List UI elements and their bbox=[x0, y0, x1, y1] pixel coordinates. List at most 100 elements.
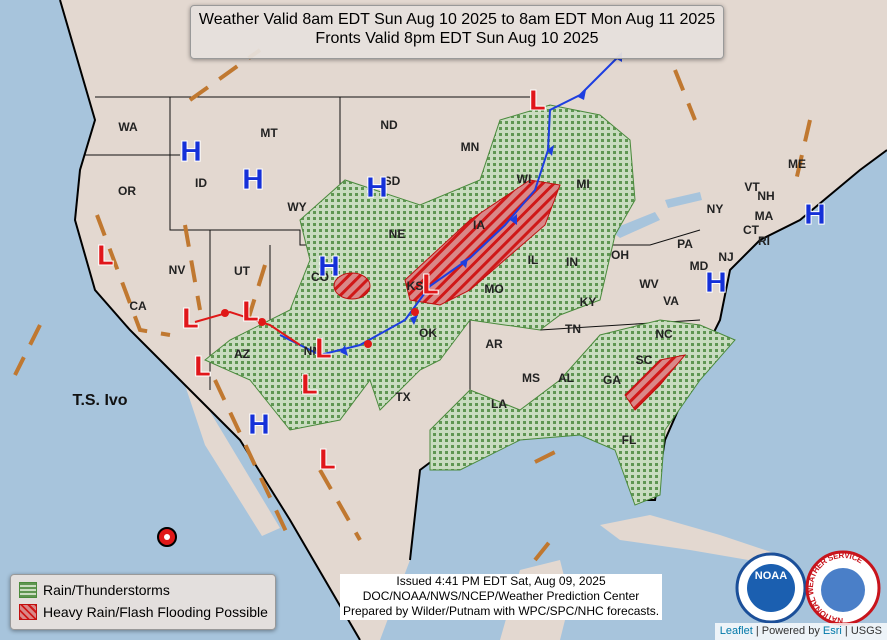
state-label: TX bbox=[395, 390, 410, 404]
low-pressure: L bbox=[528, 84, 546, 117]
low-pressure: L bbox=[421, 268, 439, 301]
low-pressure: L bbox=[241, 295, 259, 328]
state-label: KY bbox=[580, 295, 597, 309]
state-label: LA bbox=[491, 397, 507, 411]
heavy-rain-carolina bbox=[624, 354, 687, 411]
state-label: OR bbox=[118, 184, 136, 198]
state-label: PA bbox=[677, 237, 693, 251]
front-bumps bbox=[221, 308, 419, 348]
labels: WA OR CA NV ID MT WY UT AZ NM CO ND SD NE KS OK TX MN IA MO… bbox=[96, 84, 828, 477]
high-pressure: H bbox=[247, 408, 270, 441]
noaa-logo-text: NOAA bbox=[755, 570, 787, 582]
state-label: WV bbox=[639, 277, 658, 291]
state-label: ND bbox=[380, 118, 398, 132]
state-label: MN bbox=[461, 140, 480, 154]
state-label: WY bbox=[287, 200, 306, 214]
state-label: NH bbox=[757, 189, 774, 203]
lake-erie bbox=[610, 212, 660, 238]
state-label: SC bbox=[636, 353, 653, 367]
state-label: RI bbox=[758, 234, 770, 248]
title-line: Weather Valid 8am EDT Sun Aug 10 2025 to… bbox=[198, 11, 716, 28]
state-label: CA bbox=[129, 299, 147, 313]
state-label: CO bbox=[311, 270, 329, 284]
attribution: Leaflet | Powered by Esri | USGS bbox=[714, 623, 887, 640]
cold-front bbox=[279, 54, 621, 357]
state-label: NV bbox=[169, 263, 186, 277]
low-pressure: L bbox=[193, 350, 211, 383]
state-label: KS bbox=[407, 279, 424, 293]
legend-item: Rain/Thunderstorms bbox=[19, 582, 170, 598]
high-pressure: H bbox=[803, 198, 826, 231]
state-label: NE bbox=[389, 227, 406, 241]
state-label: NJ bbox=[718, 250, 733, 264]
state-label: CT bbox=[743, 223, 760, 237]
state-label: SD bbox=[384, 174, 401, 188]
state-label: NM bbox=[304, 344, 323, 358]
state-label: OH bbox=[611, 248, 629, 262]
troughs bbox=[13, 48, 812, 562]
state-label: MT bbox=[260, 126, 278, 140]
state-label: IA bbox=[473, 218, 485, 232]
issued-box: Issued 4:41 PM EDT Sat, Aug 09, 2025 DOC… bbox=[340, 574, 662, 620]
legend: Rain/Thunderstorms Heavy Rain/Flash Floo… bbox=[10, 574, 276, 630]
high-pressure: H bbox=[241, 163, 264, 196]
state-label: IN bbox=[566, 255, 578, 269]
attribution-text: | USGS bbox=[844, 625, 882, 637]
title-line: Fronts Valid 8pm EDT Sun Aug 10 2025 bbox=[315, 30, 599, 47]
state-label: MA bbox=[755, 209, 774, 223]
lake-ontario bbox=[665, 192, 702, 208]
pacific-ocean bbox=[0, 0, 360, 640]
baja bbox=[185, 385, 280, 536]
state-label: ME bbox=[788, 157, 806, 171]
cuba bbox=[600, 515, 780, 562]
low-pressure: L bbox=[96, 239, 114, 272]
low-pressure: L bbox=[181, 302, 199, 335]
low-pressure: L bbox=[300, 368, 318, 401]
state-label: WI bbox=[517, 172, 532, 186]
state-label: VT bbox=[744, 180, 760, 194]
state-label: AZ bbox=[234, 347, 250, 361]
state-label: MO bbox=[484, 282, 503, 296]
title-box: Weather Valid 8am EDT Sun Aug 10 2025 to… bbox=[190, 5, 724, 59]
state-label: ID bbox=[195, 176, 207, 190]
state-label: IL bbox=[528, 253, 539, 267]
state-label: OK bbox=[419, 326, 437, 340]
state-label: MD bbox=[690, 259, 709, 273]
heavy-rain-midwest bbox=[404, 179, 561, 306]
attribution-text: | Powered by bbox=[755, 625, 820, 637]
legend-item: Heavy Rain/Flash Flooding Possible bbox=[19, 604, 268, 620]
state-label: TN bbox=[565, 322, 581, 336]
state-label: WA bbox=[118, 120, 138, 134]
state-label: FL bbox=[622, 433, 637, 447]
high-pressure: H bbox=[704, 266, 727, 299]
state-label: UT bbox=[234, 264, 251, 278]
high-pressure: H bbox=[317, 250, 340, 283]
noaa-logo: NOAA bbox=[735, 552, 807, 624]
esri-link[interactable]: Esri bbox=[822, 625, 842, 637]
stationary-front bbox=[194, 310, 301, 346]
legend-label: Rain/Thunderstorms bbox=[43, 582, 170, 598]
legend-label: Heavy Rain/Flash Flooding Possible bbox=[43, 604, 268, 620]
low-pressure: L bbox=[318, 443, 336, 476]
state-label: MI bbox=[576, 177, 589, 191]
issued-line: DOC/NOAA/NWS/NCEP/Weather Prediction Cen… bbox=[362, 589, 640, 603]
state-label: VA bbox=[663, 294, 679, 308]
storm-label: T.S. Ivo bbox=[72, 392, 127, 409]
leaflet-link[interactable]: Leaflet bbox=[719, 625, 753, 637]
state-label: NY bbox=[707, 202, 724, 216]
issued-line: Issued 4:41 PM EDT Sat, Aug 09, 2025 bbox=[396, 574, 606, 588]
state-label: NC bbox=[655, 327, 673, 341]
state-label: AL bbox=[558, 371, 574, 385]
high-pressure: H bbox=[365, 171, 388, 204]
state-label: GA bbox=[603, 373, 621, 387]
high-pressure: H bbox=[179, 135, 202, 168]
low-pressure: L bbox=[314, 332, 332, 365]
heavy-rain-colorado bbox=[333, 272, 371, 300]
atlantic-gulf bbox=[380, 150, 887, 640]
state-label: MS bbox=[522, 371, 540, 385]
state-label: AR bbox=[485, 337, 503, 351]
issued-line: Prepared by Wilder/Putnam with WPC/SPC/N… bbox=[342, 604, 660, 618]
nws-logo: NATIONAL WEATHER SERVICE bbox=[805, 550, 881, 626]
